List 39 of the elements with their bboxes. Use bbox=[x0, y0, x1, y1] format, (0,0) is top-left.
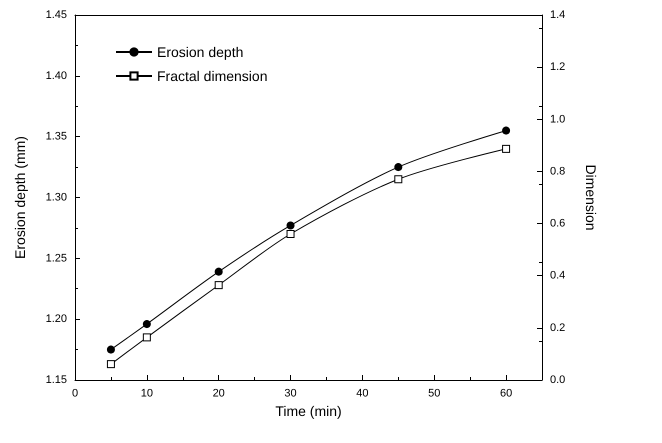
y2-tick-label: 0.0 bbox=[550, 374, 566, 386]
point bbox=[502, 144, 510, 153]
x-tick-label: 60 bbox=[500, 388, 512, 400]
y-tick-label: 1.30 bbox=[46, 192, 67, 204]
y-tick-label: 1.40 bbox=[46, 70, 67, 82]
point bbox=[142, 320, 151, 328]
y2-tick-label: 0.8 bbox=[550, 165, 566, 178]
point bbox=[286, 221, 295, 230]
y2-tick-label: 1.2 bbox=[550, 61, 566, 74]
point bbox=[214, 281, 223, 290]
x-tick-label: 10 bbox=[140, 388, 153, 400]
y-tick-label: 1.25 bbox=[46, 252, 67, 264]
point bbox=[286, 230, 295, 238]
point bbox=[394, 175, 402, 184]
x-tick-label: 30 bbox=[284, 388, 297, 400]
y2-tick-label: 1.4 bbox=[550, 9, 566, 21]
x-tick-label: 20 bbox=[212, 388, 225, 400]
point bbox=[394, 163, 402, 172]
x-tick-label: 40 bbox=[356, 388, 369, 400]
point bbox=[214, 268, 223, 276]
x-axis-title: Time (min) bbox=[275, 403, 342, 419]
y-tick-label: 1.15 bbox=[46, 374, 67, 386]
point bbox=[502, 126, 510, 135]
x-tick-label: 50 bbox=[428, 388, 440, 400]
point bbox=[106, 346, 115, 354]
y2-tick-label: 0.2 bbox=[550, 322, 566, 334]
legend-label: Erosion depth bbox=[157, 44, 244, 60]
y2-tick-label: 1.0 bbox=[550, 113, 566, 126]
x-tick-label: 0 bbox=[72, 388, 78, 400]
y2-axis-title: Dimension bbox=[583, 164, 599, 231]
y2-tick-label: 0.4 bbox=[550, 270, 566, 282]
point bbox=[142, 333, 151, 342]
y2-tick-label: 0.6 bbox=[550, 218, 566, 230]
y-tick-label: 1.45 bbox=[46, 9, 67, 21]
y-tick-label: 1.35 bbox=[46, 130, 67, 143]
point bbox=[106, 360, 115, 368]
y-tick-label: 1.20 bbox=[46, 313, 67, 326]
legend-label: Fractal dimension bbox=[157, 68, 268, 84]
y-axis-title: Erosion depth (mm) bbox=[12, 136, 28, 259]
